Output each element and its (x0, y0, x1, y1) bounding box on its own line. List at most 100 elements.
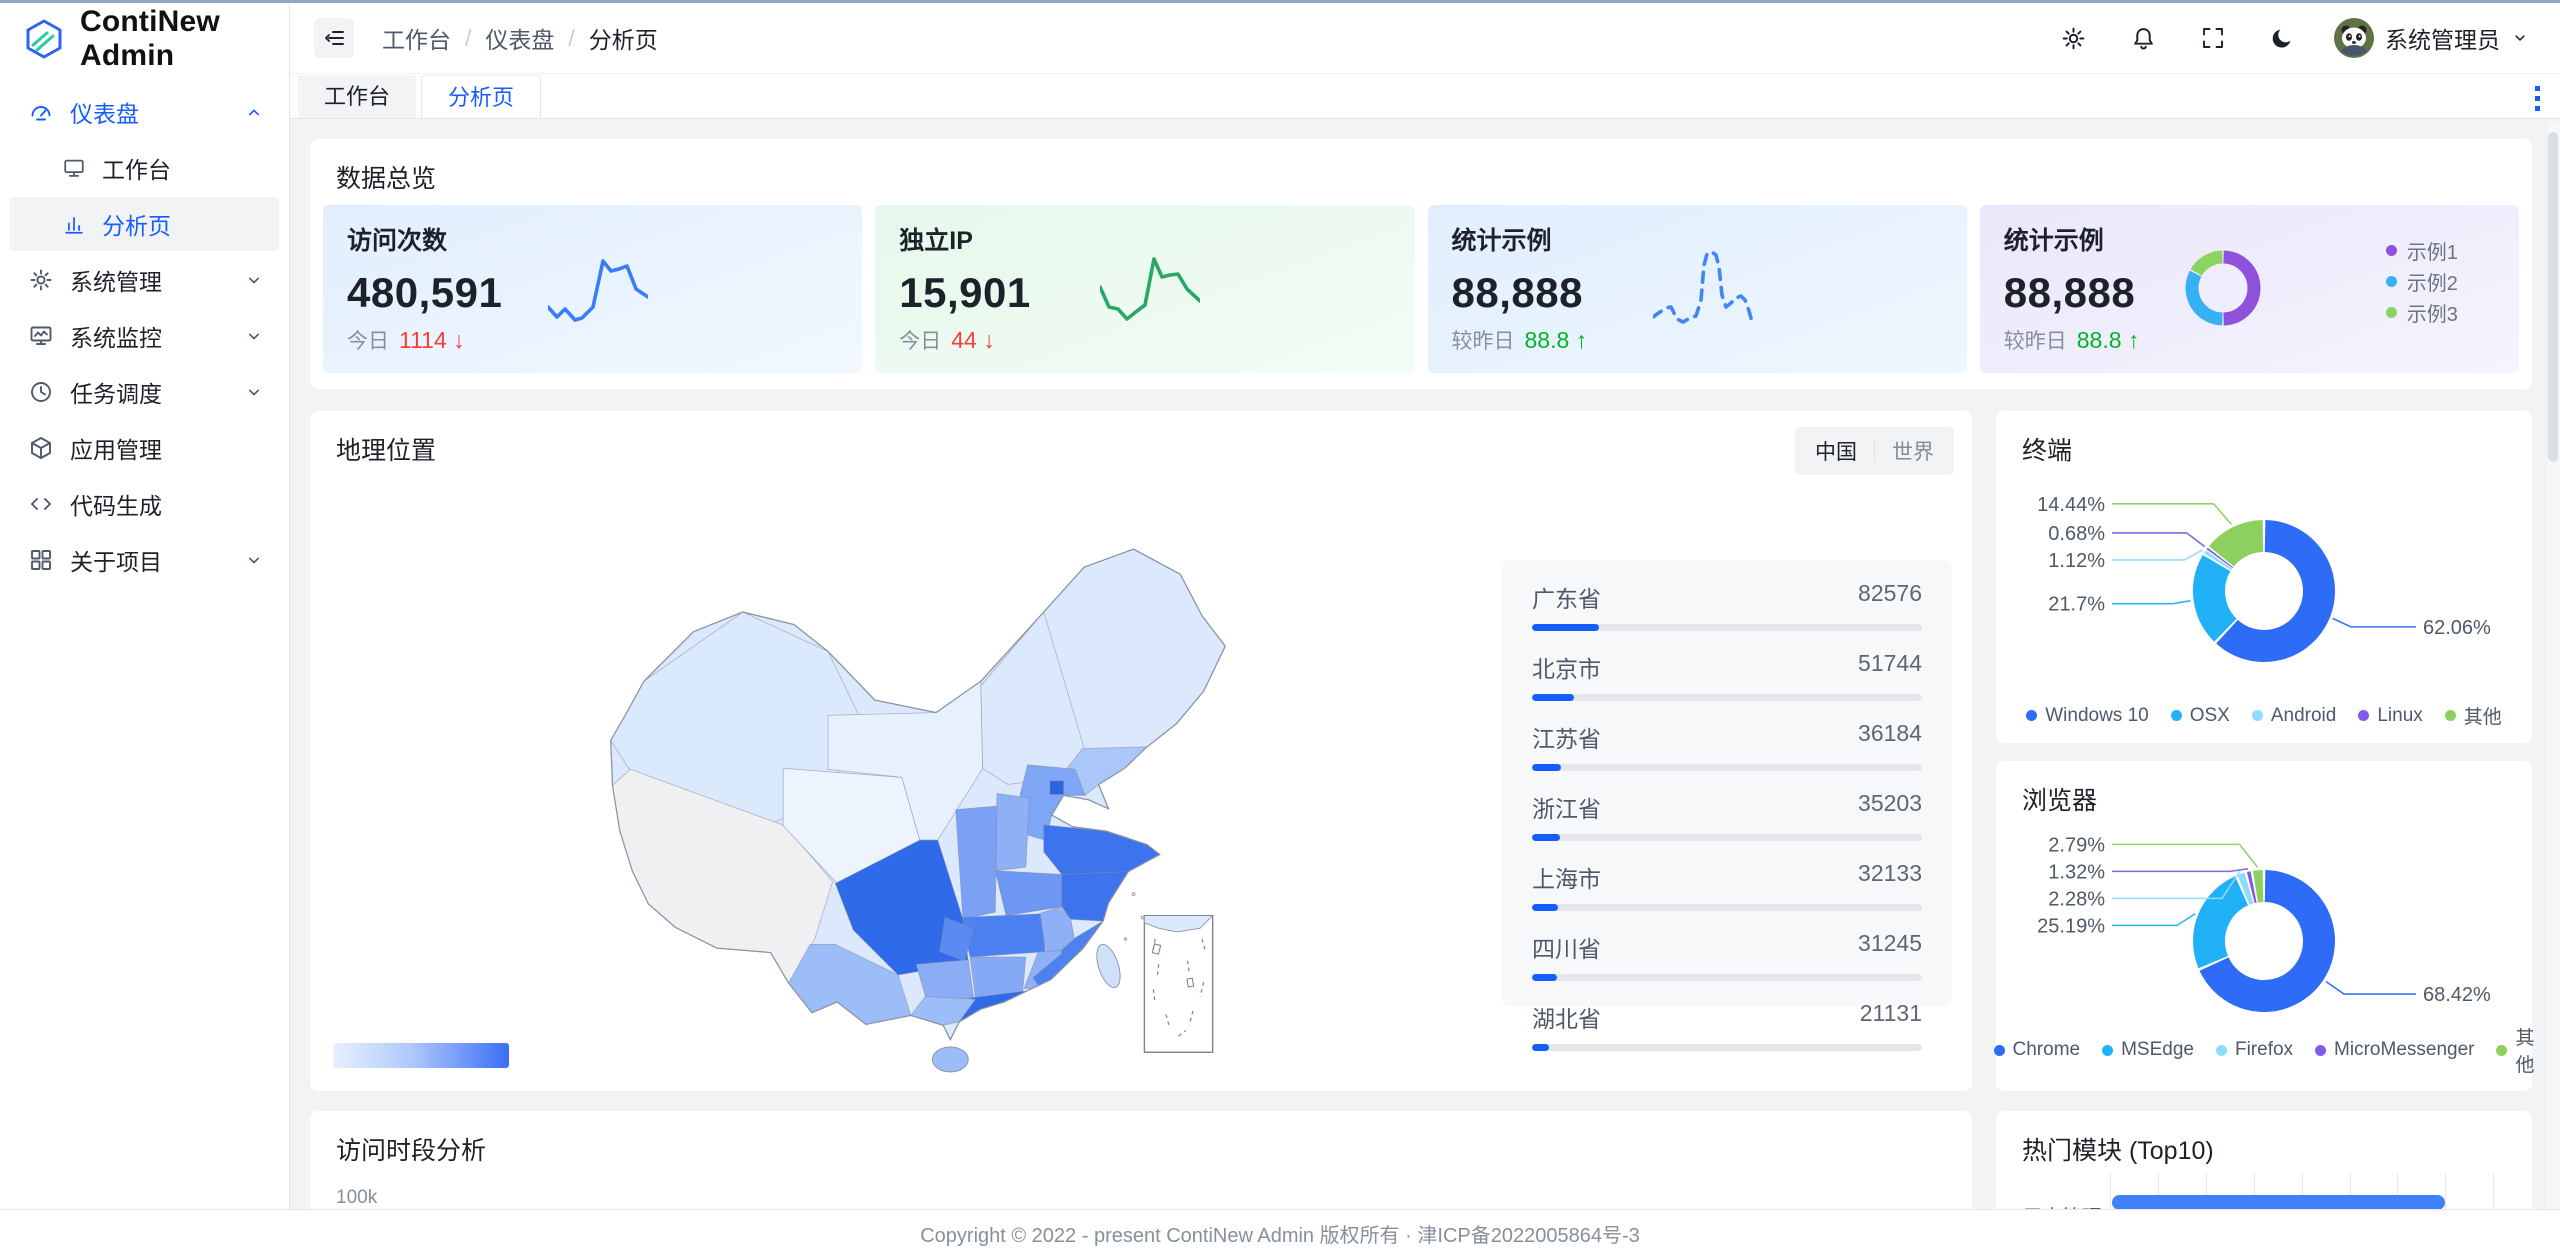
region-bar-fill (1532, 1044, 1550, 1051)
breadcrumb-item[interactable]: 仪表盘 (485, 27, 555, 53)
arrow-up-icon: ↑ (1575, 326, 1588, 353)
vertical-ellipsis-icon (2535, 86, 2540, 111)
tab-actions-button[interactable] (2534, 84, 2542, 114)
terminal-donut-chart: 14.44% 0.68% 1.12% 21.7% 62.06% (2037, 494, 2491, 662)
menu-fold-button[interactable] (314, 18, 354, 58)
stat-value: 88,888 (1451, 269, 1583, 316)
legend-item[interactable]: Android (2251, 702, 2337, 729)
overview-panel: 数据总览 访问次数 480,591 今日 1114 ↓ 独立IP 15,901 … (310, 139, 2532, 389)
region-name: 上海市 (1532, 866, 1601, 892)
legend-item[interactable]: Linux (2358, 702, 2423, 729)
bar-plot-area (2110, 1173, 2506, 1209)
legend-label: Windows 10 (2045, 704, 2149, 726)
legend-item[interactable]: Windows 10 (2026, 702, 2149, 729)
region-bar-fill (1532, 764, 1562, 771)
gridline (2397, 1173, 2399, 1209)
legend-item[interactable]: MicroMessenger (2315, 1023, 2474, 1077)
region-bar-track (1532, 834, 1922, 841)
page-content: 数据总览 访问次数 480,591 今日 1114 ↓ 独立IP 15,901 … (290, 119, 2560, 1209)
legend-item[interactable]: 示例1 (2385, 235, 2458, 266)
stat-value: 88,888 (2003, 269, 2136, 316)
legend-label: 示例1 (2406, 242, 2458, 264)
taiwan-island (1096, 944, 1121, 988)
stat-card-unique-ip: 独立IP 15,901 今日 44 ↓ (875, 205, 1415, 373)
region-name: 北京市 (1532, 656, 1601, 682)
main-area: 工作台 / 仪表盘 / 分析页 (290, 3, 2560, 1212)
tab-workplace[interactable]: 工作台 (298, 75, 417, 118)
brand[interactable]: ContiNew Admin (0, 3, 289, 75)
china-map[interactable] (526, 497, 1292, 1081)
region-bar-fill (1532, 974, 1558, 981)
legend-item[interactable]: 其他 (2496, 1023, 2535, 1077)
tab-analysis[interactable]: 分析页 (421, 75, 542, 118)
sidebar-item-label: 任务调度 (70, 381, 162, 407)
legend-label: Chrome (2012, 1039, 2081, 1060)
sidebar-item-system-manage[interactable]: 系统管理 (10, 253, 279, 307)
region-bar-track (1532, 904, 1922, 911)
arrow-down-icon: ↓ (983, 326, 995, 353)
region-name: 浙江省 (1532, 796, 1601, 822)
dark-mode-button[interactable] (2263, 18, 2303, 58)
region-value: 36184 (1858, 720, 1922, 746)
sidebar-item-workplace[interactable]: 工作台 (10, 141, 279, 195)
code-icon (31, 498, 51, 510)
legend-item[interactable]: Chrome (1993, 1023, 2081, 1077)
sidebar-item-dashboard[interactable]: 仪表盘 (10, 85, 279, 139)
moon-icon (2272, 29, 2291, 48)
breadcrumb-separator: / (568, 24, 575, 51)
region-bar-track (1532, 764, 1922, 771)
visits-sparkline (548, 245, 648, 345)
gridline (2205, 1173, 2207, 1209)
legend-item[interactable]: OSX (2170, 702, 2230, 729)
breadcrumb-separator: / (465, 24, 472, 51)
user-menu[interactable]: 系统管理员 (2333, 17, 2530, 59)
legend-item[interactable]: 其他 (2444, 702, 2502, 729)
ranking-row: 浙江省 35203 (1532, 790, 1922, 841)
geo-panel: 地理位置 中国 世界 (310, 411, 1972, 1091)
header: 工作台 / 仪表盘 / 分析页 (290, 3, 2560, 73)
sidebar-item-task-schedule[interactable]: 任务调度 (10, 365, 279, 419)
sidebar-item-app-manage[interactable]: 应用管理 (10, 421, 279, 475)
region-name: 四川省 (1532, 936, 1601, 962)
stat-delta: 88.8 ↑ (1524, 326, 1588, 353)
fullscreen-button[interactable] (2193, 18, 2233, 58)
breadcrumb: 工作台 / 仪表盘 / 分析页 (382, 21, 658, 55)
legend-item[interactable]: 示例2 (2385, 266, 2458, 297)
stat-label: 较昨日 (2003, 330, 2067, 353)
example-donut-legend: 示例1 示例2 示例3 (2385, 235, 2458, 328)
legend-label: OSX (2189, 704, 2230, 726)
region-name: 湖北省 (1532, 1006, 1601, 1032)
region-bar-track (1532, 974, 1922, 981)
region-ranking-list: 广东省 82576 北京市 51744 江苏省 36184 浙江省 35203 上海市 32133… (1502, 560, 1952, 1051)
gridline (2493, 1173, 2495, 1209)
scrollbar[interactable] (2546, 122, 2560, 1212)
notifications-button[interactable] (2123, 18, 2163, 58)
window-top-accent (0, 0, 2560, 3)
breadcrumb-item-current[interactable]: 分析页 (588, 27, 658, 53)
legend-item[interactable]: Firefox (2215, 1023, 2293, 1077)
scrollbar-thumb[interactable] (2548, 132, 2558, 462)
region-value: 82576 (1858, 580, 1922, 606)
toggle-option-china[interactable]: 中国 (1815, 441, 1857, 464)
sidebar-item-code-gen[interactable]: 代码生成 (10, 477, 279, 531)
legend-item[interactable]: MSEdge (2102, 1023, 2194, 1077)
header-actions: 系统管理员 (2053, 17, 2530, 59)
breadcrumb-item[interactable]: 工作台 (382, 27, 451, 53)
region-value: 31245 (1858, 930, 1922, 956)
chevron-down-icon (248, 333, 260, 340)
legend-dot (2315, 1044, 2327, 1056)
menu-fold-icon (325, 31, 344, 45)
legend-label: Android (2270, 704, 2337, 726)
sidebar-item-system-monitor[interactable]: 系统监控 (10, 309, 279, 363)
svg-text:14.44%: 14.44% (2037, 494, 2105, 516)
bar-category-label: 用户管理 (2022, 1201, 2110, 1210)
toggle-option-world[interactable]: 世界 (1892, 441, 1934, 464)
legend-label: 其他 (2515, 1028, 2535, 1076)
sidebar-item-about[interactable]: 关于项目 (10, 533, 279, 587)
legend-item[interactable]: 示例3 (2385, 297, 2458, 328)
svg-text:1.12%: 1.12% (2048, 550, 2105, 572)
settings-button[interactable] (2053, 18, 2093, 58)
sidebar-item-analysis[interactable]: 分析页 (10, 197, 279, 251)
sidebar-item-label: 仪表盘 (70, 101, 139, 127)
legend-dot (2358, 710, 2370, 721)
